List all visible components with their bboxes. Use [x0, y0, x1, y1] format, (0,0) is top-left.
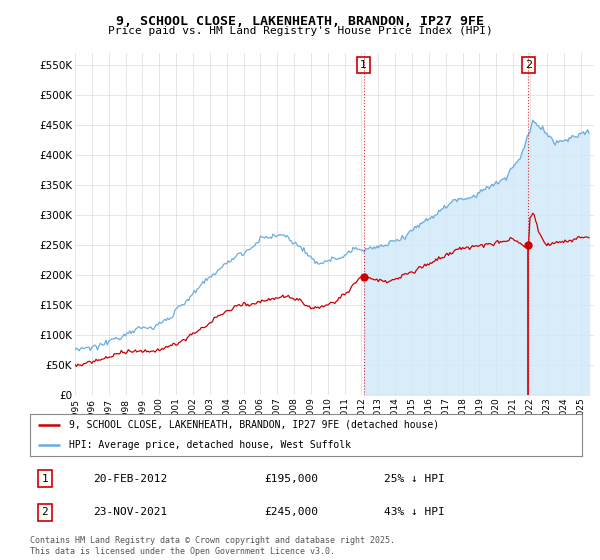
Text: HPI: Average price, detached house, West Suffolk: HPI: Average price, detached house, West… — [68, 440, 350, 450]
Text: 23-NOV-2021: 23-NOV-2021 — [93, 507, 167, 517]
Text: £195,000: £195,000 — [264, 474, 318, 484]
Text: 2: 2 — [525, 60, 532, 70]
Text: £245,000: £245,000 — [264, 507, 318, 517]
Text: 2: 2 — [41, 507, 49, 517]
Text: 1: 1 — [41, 474, 49, 484]
Text: 1: 1 — [360, 60, 367, 70]
Text: 20-FEB-2012: 20-FEB-2012 — [93, 474, 167, 484]
Text: 9, SCHOOL CLOSE, LAKENHEATH, BRANDON, IP27 9FE (detached house): 9, SCHOOL CLOSE, LAKENHEATH, BRANDON, IP… — [68, 420, 439, 430]
Text: Price paid vs. HM Land Registry's House Price Index (HPI): Price paid vs. HM Land Registry's House … — [107, 26, 493, 36]
Text: 25% ↓ HPI: 25% ↓ HPI — [384, 474, 445, 484]
Text: Contains HM Land Registry data © Crown copyright and database right 2025.
This d: Contains HM Land Registry data © Crown c… — [30, 536, 395, 556]
Text: 9, SCHOOL CLOSE, LAKENHEATH, BRANDON, IP27 9FE: 9, SCHOOL CLOSE, LAKENHEATH, BRANDON, IP… — [116, 15, 484, 28]
Text: 43% ↓ HPI: 43% ↓ HPI — [384, 507, 445, 517]
